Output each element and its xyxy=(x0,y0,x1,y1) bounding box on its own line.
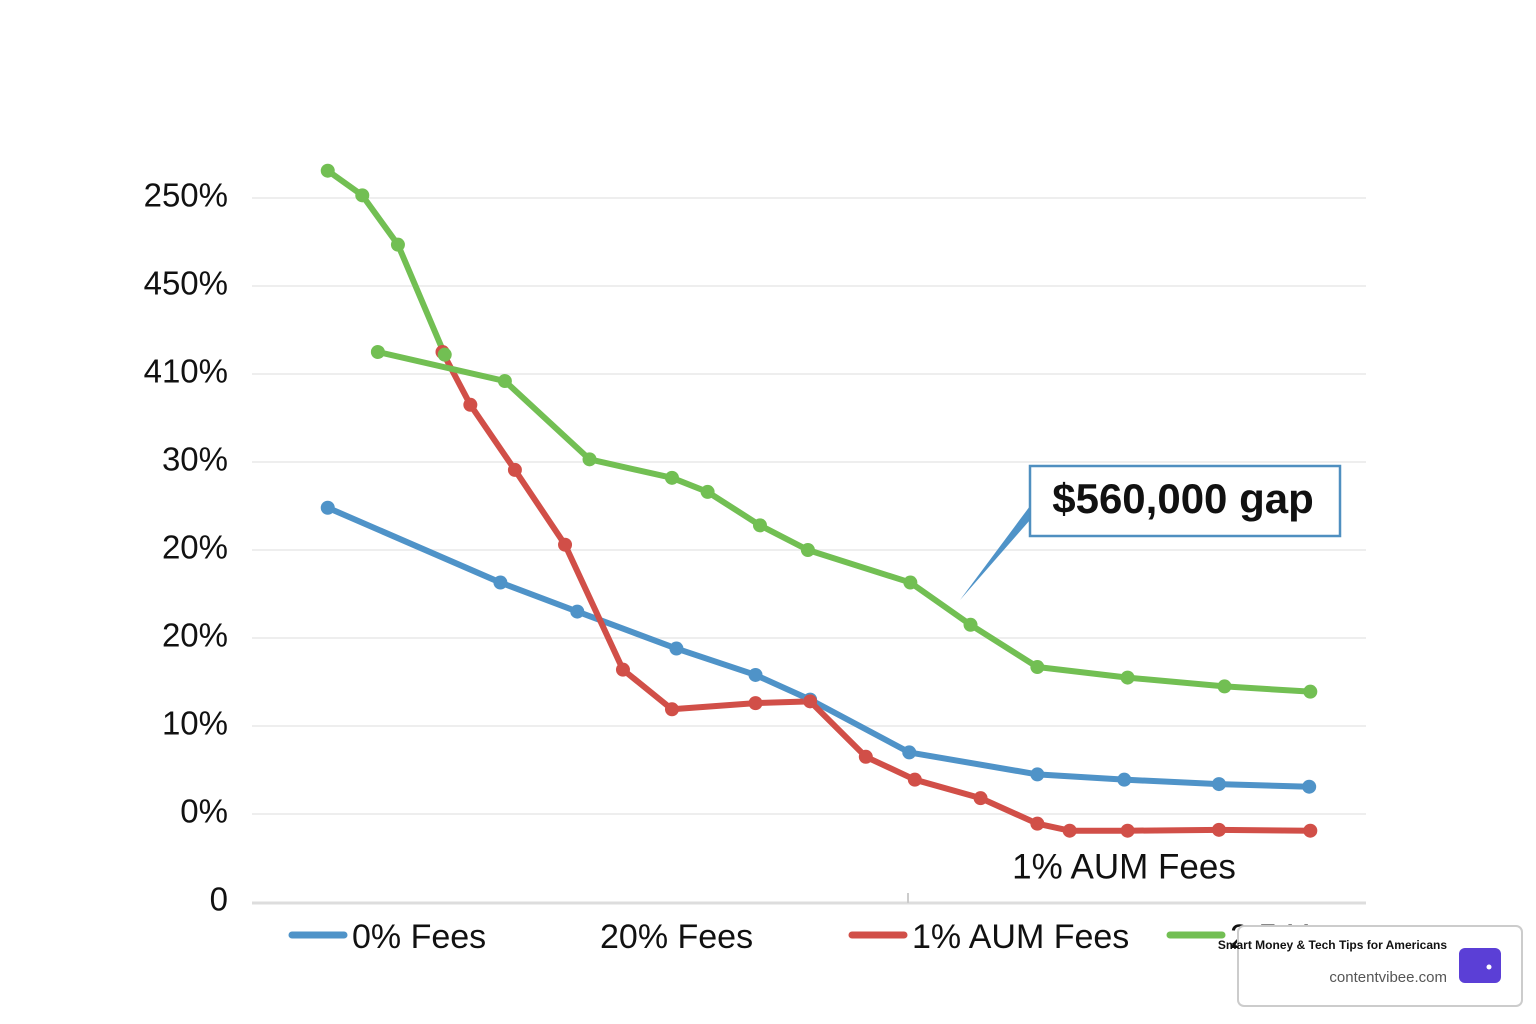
y-tick-label: 250% xyxy=(144,177,228,214)
y-tick-label: 30% xyxy=(162,441,228,478)
point xyxy=(1030,767,1045,782)
point xyxy=(1302,779,1317,794)
y-tick-label: 20% xyxy=(162,617,228,654)
callout-text: $560,000 gap xyxy=(1052,475,1314,522)
point xyxy=(803,694,818,709)
annotation: 1% AUM Fees xyxy=(1012,847,1236,886)
point xyxy=(1117,772,1132,787)
point xyxy=(1211,777,1226,792)
point xyxy=(1120,670,1135,685)
legend-label: 1% AUM Fees xyxy=(912,918,1129,956)
point xyxy=(497,374,512,389)
point xyxy=(664,470,679,485)
point xyxy=(669,641,684,656)
point xyxy=(582,452,597,467)
y-tick-label: 410% xyxy=(144,353,228,390)
point xyxy=(1062,823,1077,838)
watermark-tagline: Smart Money & Tech Tips for Americans xyxy=(1218,938,1447,952)
wallet-icon xyxy=(1459,948,1501,983)
point xyxy=(1030,660,1045,675)
legend-label: 20% Fees xyxy=(600,918,753,956)
point xyxy=(463,397,478,412)
point xyxy=(858,749,873,764)
plot: 0 0% 10% 20% 20% 30% 410% 450% 250% xyxy=(144,163,1366,918)
callout-pointer xyxy=(960,506,1030,600)
point xyxy=(748,696,763,711)
point xyxy=(700,484,715,499)
point xyxy=(907,772,922,787)
callout: $560,000 gap xyxy=(960,464,1342,600)
wallet-icon-dot xyxy=(1486,964,1492,970)
point xyxy=(748,667,763,682)
point xyxy=(493,575,508,590)
watermark: Smart Money & Tech Tips for Americans co… xyxy=(1218,925,1523,1007)
point xyxy=(615,662,630,677)
y-tick-label: 0 xyxy=(210,881,228,918)
point xyxy=(570,604,585,619)
watermark-box xyxy=(1237,925,1523,1007)
point xyxy=(370,345,385,359)
callout-box xyxy=(1028,464,1342,538)
legend-label: 0% Fees xyxy=(352,918,486,956)
y-tick-label: 20% xyxy=(162,529,228,566)
point xyxy=(558,537,573,552)
series-line xyxy=(324,167,1314,695)
point xyxy=(320,500,335,515)
y-tick-label: 0% xyxy=(180,793,228,830)
point xyxy=(800,543,815,557)
series-line xyxy=(439,349,1314,834)
point xyxy=(1217,679,1232,694)
watermark-site: contentvibee.com xyxy=(1329,969,1447,986)
point xyxy=(355,188,370,203)
point xyxy=(1211,822,1226,837)
point xyxy=(1030,816,1045,831)
y-tick-label: 450% xyxy=(144,265,228,302)
point xyxy=(1120,823,1135,838)
point xyxy=(973,791,988,806)
point xyxy=(664,702,679,717)
point xyxy=(902,745,917,760)
point xyxy=(1303,823,1318,838)
point xyxy=(1303,684,1318,699)
point xyxy=(507,462,522,477)
point xyxy=(903,575,918,590)
point xyxy=(963,617,978,632)
point xyxy=(437,347,452,362)
point xyxy=(752,518,767,533)
point xyxy=(320,163,335,178)
point xyxy=(390,237,405,252)
y-tick-label: 10% xyxy=(162,705,228,742)
